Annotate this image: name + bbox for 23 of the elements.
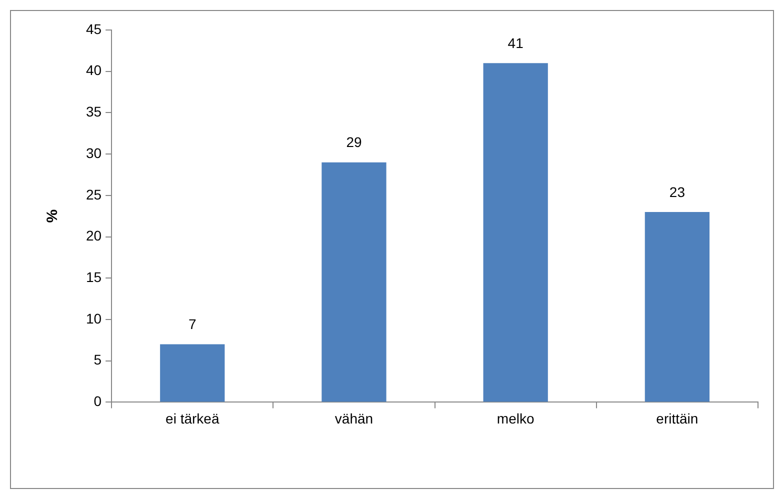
data-label: 41: [508, 34, 524, 51]
x-tick-label: ei tärkeä: [166, 410, 220, 426]
data-label: 29: [346, 134, 362, 150]
y-tick-label: 45: [86, 20, 102, 37]
bar: [322, 162, 386, 402]
y-tick-label: 0: [94, 393, 102, 410]
x-tick-label: melko: [496, 410, 534, 426]
data-label: 23: [669, 184, 686, 200]
y-tick-label: 30: [86, 144, 102, 161]
bar: [644, 212, 710, 402]
y-tick-label: 5: [94, 352, 102, 368]
data-label: 7: [188, 316, 196, 332]
x-tick-label: erittäin: [656, 410, 698, 426]
y-tick-label: 10: [86, 310, 102, 326]
y-tick-label: 35: [86, 104, 102, 120]
y-tick-label: 15: [86, 268, 102, 285]
bar: [483, 63, 548, 402]
y-tick-label: 25: [86, 186, 102, 202]
y-tick-label: 20: [86, 228, 102, 244]
y-tick-label: 40: [86, 62, 102, 78]
x-tick-label: vähän: [334, 410, 374, 426]
bar: [160, 344, 225, 402]
y-axis-title: %: [44, 209, 62, 223]
